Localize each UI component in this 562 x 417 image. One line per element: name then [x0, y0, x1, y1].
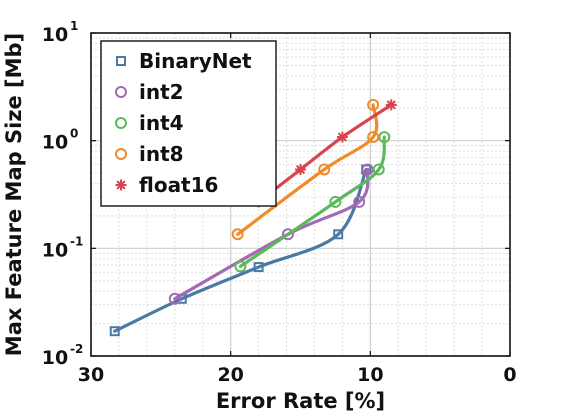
data-point-int8	[367, 131, 380, 144]
asterisk-stroke	[116, 180, 126, 190]
data-point-int4	[378, 131, 391, 144]
legend-marker	[115, 86, 127, 98]
plot-frame	[90, 32, 511, 357]
data-point-binarynet	[333, 229, 344, 240]
legend-label: float16	[139, 173, 218, 197]
y-tick-label: 10	[42, 347, 68, 369]
data-point-int8	[231, 228, 244, 241]
legend: BinaryNet int2 int4 int8 float16	[100, 40, 277, 207]
data-point-int2	[281, 228, 294, 241]
y-tick-label: 10	[42, 239, 68, 261]
data-point-int8	[367, 98, 380, 111]
data-point-int2	[361, 163, 374, 176]
data-point-float16	[385, 99, 397, 111]
data-point-float16	[336, 131, 348, 143]
legend-item-int8: int8	[115, 142, 184, 166]
data-point-int2	[168, 292, 181, 305]
asterisk-stroke	[386, 100, 396, 110]
data-point-int2	[353, 195, 366, 208]
data-point-int4	[372, 163, 385, 176]
asterisk-stroke	[295, 164, 306, 175]
legend-item-int2: int2	[115, 80, 184, 104]
legend-item-int4: int4	[115, 111, 184, 135]
data-point-int8	[318, 163, 331, 176]
series-line-int2	[173, 167, 370, 301]
y-tick-exponent: -2	[70, 342, 83, 356]
series-line-int8	[236, 103, 379, 236]
series-line-binarynet	[113, 167, 368, 333]
series-layer	[109, 98, 397, 337]
data-point-float16	[295, 163, 306, 175]
x-tick-label: 10	[357, 364, 383, 386]
y-tick-label: 10	[42, 24, 68, 46]
data-point-int4	[329, 195, 342, 208]
series-int4	[234, 131, 391, 273]
x-axis-label: Error Rate [%]	[216, 389, 385, 413]
y-tick-exponent: 0	[70, 127, 78, 141]
x-tick-label: 30	[78, 364, 104, 386]
axis-ticks: 30 20 10 010 -210 -110 010 1	[42, 19, 517, 386]
series-line-int4	[238, 135, 386, 268]
legend-marker	[115, 179, 127, 191]
series-int8	[231, 98, 380, 241]
y-tick-label: 10	[42, 132, 68, 154]
y-tick-exponent: 1	[70, 19, 78, 33]
legend-marker	[116, 56, 126, 66]
series-line-float16	[257, 103, 393, 204]
asterisk-stroke	[337, 132, 347, 142]
x-tick-label: 0	[503, 364, 516, 386]
data-point-binarynet	[109, 326, 120, 337]
data-point-binarynet	[253, 262, 264, 273]
legend-box	[100, 40, 277, 207]
data-point-int4	[234, 260, 247, 273]
legend-marker	[115, 117, 127, 129]
legend-marker	[115, 148, 127, 160]
legend-label: int2	[139, 80, 184, 104]
legend-label: int8	[139, 142, 184, 166]
legend-item-binarynet: BinaryNet	[116, 49, 252, 73]
legend-item-float16: float16	[115, 173, 218, 197]
legend-label: int4	[139, 111, 184, 135]
series-int2	[168, 163, 374, 305]
y-axis-label: Max Feature Map Size [Mb]	[2, 33, 26, 356]
legend-label: BinaryNet	[139, 49, 252, 73]
x-tick-label: 20	[217, 364, 243, 386]
y-tick-exponent: -1	[70, 234, 83, 248]
